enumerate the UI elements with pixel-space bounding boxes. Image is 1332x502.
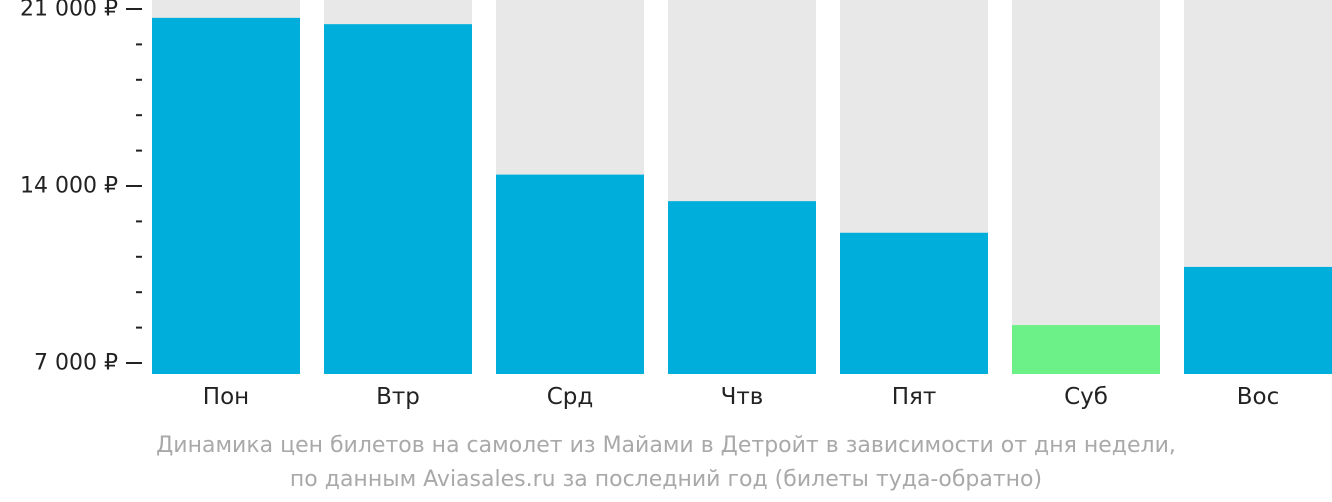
- y-tick-label: 21 000 ₽: [20, 0, 118, 22]
- x-tick-label: Втр: [376, 384, 420, 410]
- bar-4: [840, 232, 988, 374]
- chart-caption-line-1: Динамика цен билетов на самолет из Майам…: [156, 433, 1176, 458]
- y-tick-label: 7 000 ₽: [34, 351, 118, 376]
- bar-6: [1184, 266, 1332, 374]
- x-tick-label: Вос: [1237, 384, 1280, 410]
- y-axis: 21 000 ₽ 14 000 ₽ 7 000 ₽: [20, 0, 142, 376]
- x-tick-label: Чтв: [721, 384, 764, 410]
- x-tick-label: Пят: [892, 384, 937, 410]
- bar-3: [668, 201, 816, 374]
- chart-caption-line-2: по данным Aviasales.ru за последний год …: [289, 467, 1043, 492]
- bars: [152, 0, 1332, 375]
- x-tick-label: Пон: [203, 384, 249, 410]
- bar-1: [324, 24, 472, 375]
- bar-2: [496, 174, 644, 374]
- chart-svg: 21 000 ₽ 14 000 ₽ 7 000 ₽ Пон Втр Срд Чтв Пят С…: [20, 0, 1332, 410]
- y-tick-label: 14 000 ₽: [20, 174, 118, 199]
- bar-5: [1012, 325, 1160, 374]
- bar-0: [152, 17, 300, 374]
- x-axis: Пон Втр Срд Чтв Пят Суб Вос: [203, 384, 1279, 410]
- x-tick-label: Суб: [1064, 384, 1108, 410]
- price-chart: 21 000 ₽ 14 000 ₽ 7 000 ₽ Пон Втр Срд Чтв Пят С…: [20, 0, 1332, 410]
- x-tick-label: Срд: [547, 384, 594, 410]
- bar-track: [1012, 0, 1160, 374]
